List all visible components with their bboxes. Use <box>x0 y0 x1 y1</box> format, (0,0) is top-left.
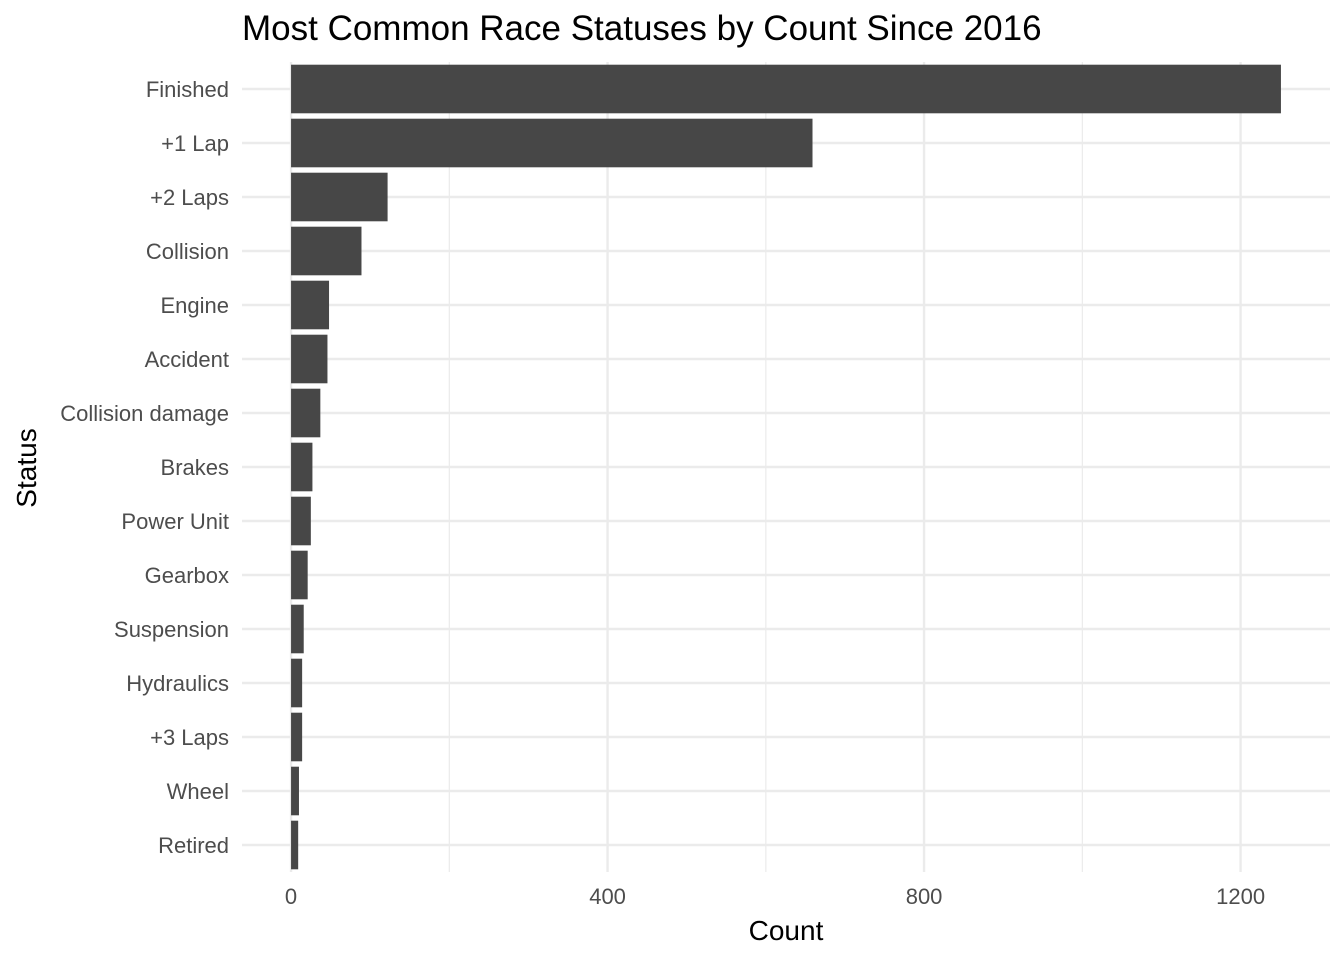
bar <box>291 280 330 330</box>
x-axis-title: Count <box>749 915 824 946</box>
y-tick-label: Retired <box>158 833 229 858</box>
y-tick-label: Hydraulics <box>126 671 229 696</box>
bar <box>291 766 299 816</box>
x-tick-label: 400 <box>589 884 626 909</box>
grid <box>242 62 1330 872</box>
y-tick-label: Engine <box>160 293 229 318</box>
y-tick-label: +3 Laps <box>150 725 229 750</box>
y-axis-title: Status <box>11 428 42 507</box>
bar <box>291 496 311 546</box>
bar <box>291 118 813 168</box>
y-tick-label: Gearbox <box>145 563 229 588</box>
y-tick-label: Wheel <box>167 779 229 804</box>
bar <box>291 388 321 438</box>
bar <box>291 442 313 492</box>
bar <box>291 334 328 384</box>
y-tick-label: +1 Lap <box>161 131 229 156</box>
bar <box>291 550 308 600</box>
y-tick-label: Finished <box>146 77 229 102</box>
y-tick-label: Collision damage <box>60 401 229 426</box>
y-tick-label: Accident <box>145 347 229 372</box>
x-tick-label: 0 <box>285 884 297 909</box>
bar <box>291 712 303 762</box>
bar <box>291 604 304 654</box>
x-tick-label: 1200 <box>1216 884 1265 909</box>
bar <box>291 64 1281 114</box>
x-axis-ticks: 0 400 800 1200 <box>285 884 1265 909</box>
y-tick-label: Suspension <box>114 617 229 642</box>
bar <box>291 172 388 222</box>
y-axis-ticks: Finished +1 Lap +2 Laps Collision Engine Acci… <box>60 77 229 858</box>
x-tick-label: 800 <box>906 884 943 909</box>
y-tick-label: Power Unit <box>121 509 229 534</box>
bar <box>291 820 299 870</box>
chart-title: Most Common Race Statuses by Count Since… <box>242 9 1042 48</box>
bars <box>291 64 1281 870</box>
y-tick-label: Collision <box>146 239 229 264</box>
y-tick-label: +2 Laps <box>150 185 229 210</box>
bar <box>291 658 303 708</box>
bar <box>291 226 362 276</box>
y-tick-label: Brakes <box>161 455 229 480</box>
